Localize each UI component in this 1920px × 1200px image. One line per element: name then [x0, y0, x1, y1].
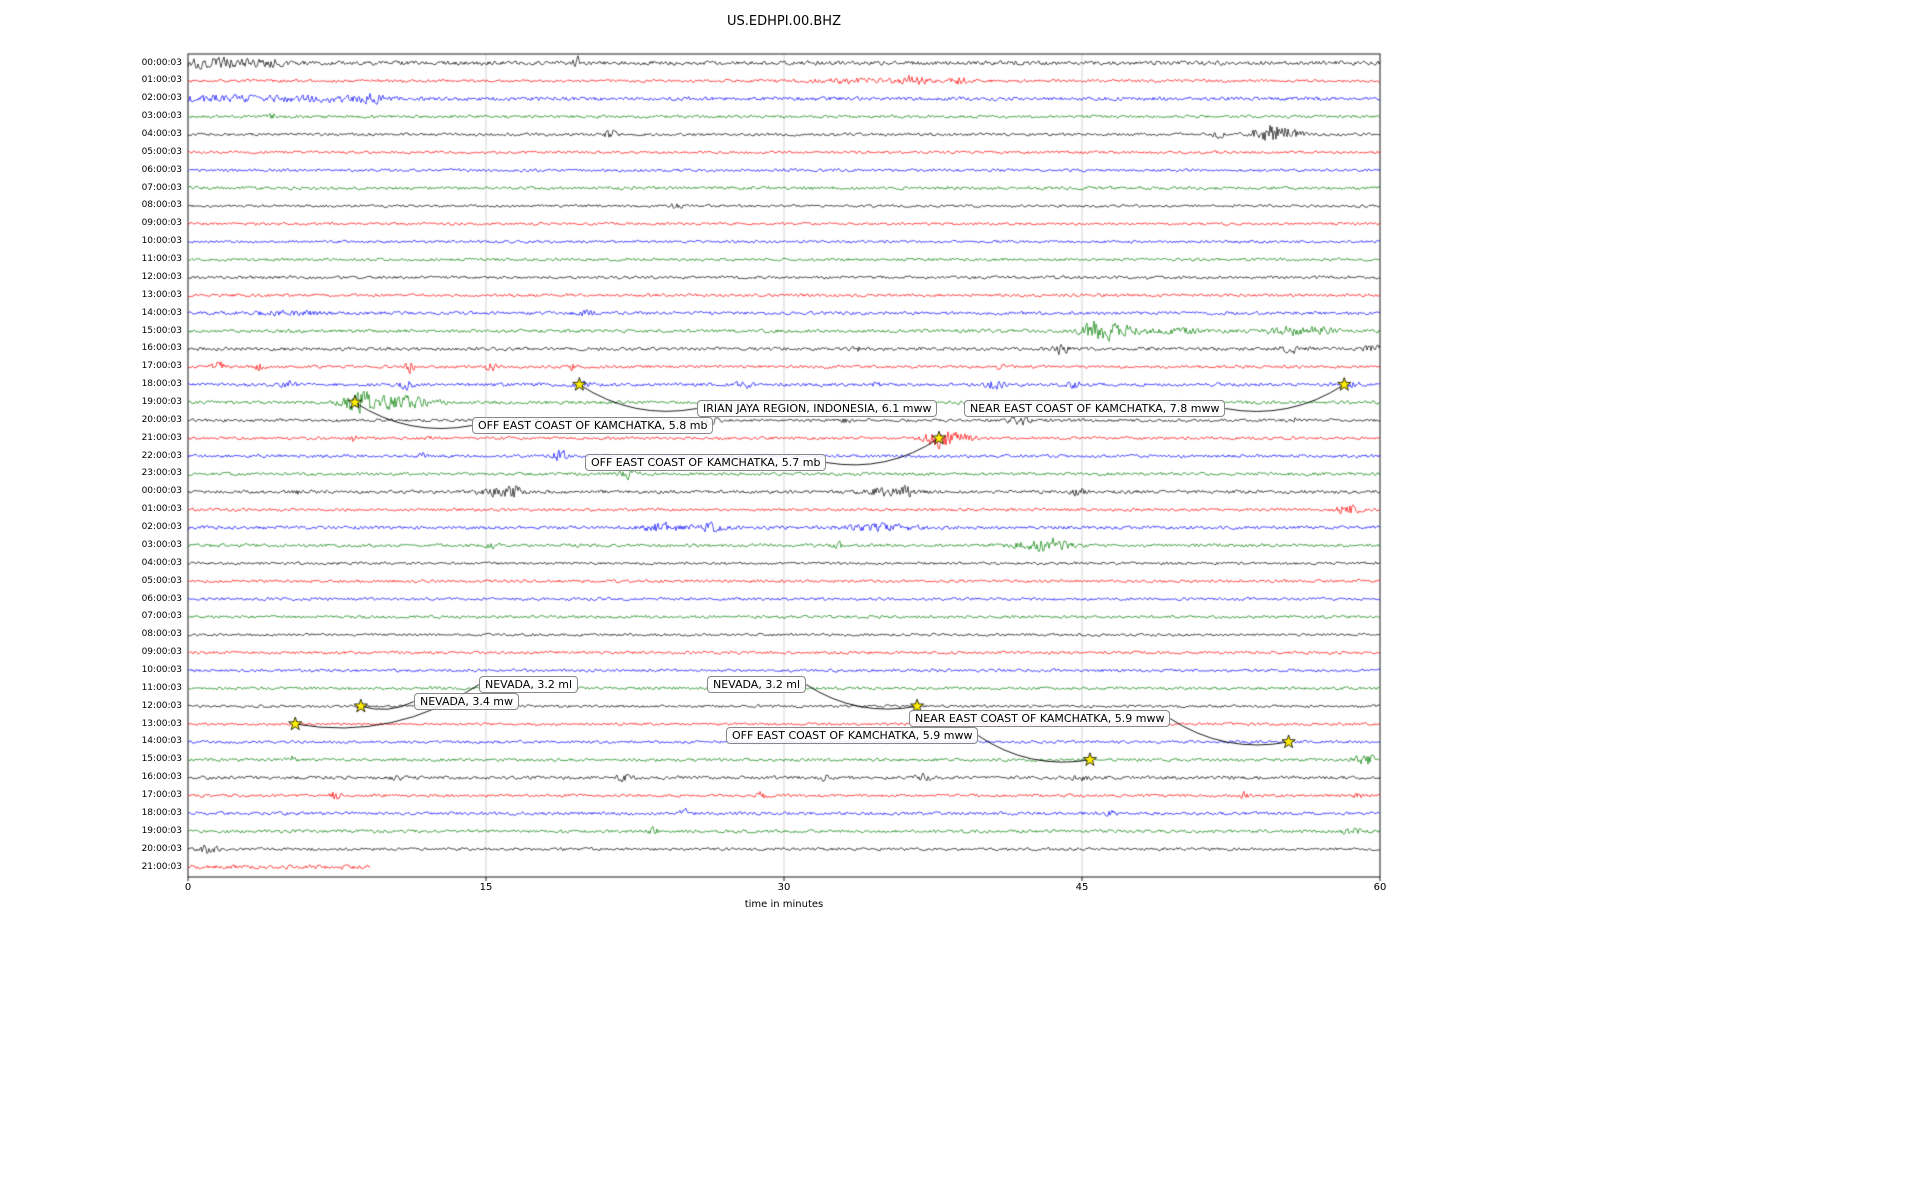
event-annotation: NEAR EAST COAST OF KAMCHATKA, 5.9 mww — [909, 710, 1171, 727]
trace-row-label: 17:00:03 — [141, 790, 182, 801]
trace-row-label: 04:00:03 — [141, 128, 182, 139]
trace-row-label: 07:00:03 — [141, 182, 182, 193]
trace-row-label: 12:00:03 — [141, 700, 182, 711]
trace-row-label: 19:00:03 — [141, 825, 182, 836]
trace-row-label: 14:00:03 — [141, 736, 182, 747]
trace-row-label: 17:00:03 — [141, 361, 182, 372]
trace-row-label: 16:00:03 — [141, 343, 182, 354]
trace-row-label: 11:00:03 — [141, 682, 182, 693]
trace-row-label: 19:00:03 — [141, 396, 182, 407]
trace-row-label: 00:00:03 — [141, 486, 182, 497]
trace-row-label: 08:00:03 — [141, 200, 182, 211]
trace-row-label: 10:00:03 — [141, 664, 182, 675]
trace-row-label: 21:00:03 — [141, 861, 182, 872]
event-annotation: NEVADA, 3.2 ml — [707, 676, 807, 693]
event-annotation: NEVADA, 3.2 ml — [479, 676, 579, 693]
trace-row-label: 05:00:03 — [141, 146, 182, 157]
event-annotation: IRIAN JAYA REGION, INDONESIA, 6.1 mww — [697, 400, 938, 417]
trace-row-label: 02:00:03 — [141, 522, 182, 533]
trace-row-label: 12:00:03 — [141, 271, 182, 282]
x-axis-label: time in minutes — [744, 899, 824, 910]
trace-row-label: 06:00:03 — [141, 164, 182, 175]
trace-row-label: 01:00:03 — [141, 75, 182, 86]
trace-row-label: 00:00:03 — [141, 57, 182, 68]
figure-title: US.EDHPI.00.BHZ — [727, 14, 841, 29]
trace-row-label: 04:00:03 — [141, 557, 182, 568]
trace-row-label: 15:00:03 — [141, 754, 182, 765]
trace-row-label: 14:00:03 — [141, 307, 182, 318]
trace-row-label: 20:00:03 — [141, 414, 182, 425]
event-annotation: OFF EAST COAST OF KAMCHATKA, 5.8 mb — [472, 417, 714, 434]
event-annotation: NEVADA, 3.4 mw — [414, 693, 520, 710]
trace-row-label: 03:00:03 — [141, 111, 182, 122]
trace-row-label: 20:00:03 — [141, 843, 182, 854]
trace-row-label: 09:00:03 — [141, 647, 182, 658]
x-tick-label: 45 — [1075, 882, 1089, 893]
trace-row-label: 08:00:03 — [141, 629, 182, 640]
trace-row-label: 18:00:03 — [141, 807, 182, 818]
trace-row-label: 05:00:03 — [141, 575, 182, 586]
trace-row-label: 07:00:03 — [141, 611, 182, 622]
trace-row-label: 13:00:03 — [141, 289, 182, 300]
x-tick-label: 0 — [184, 882, 192, 893]
trace-row-label: 10:00:03 — [141, 236, 182, 247]
trace-row-label: 18:00:03 — [141, 379, 182, 390]
trace-row-label: 16:00:03 — [141, 772, 182, 783]
trace-row-label: 13:00:03 — [141, 718, 182, 729]
trace-row-label: 21:00:03 — [141, 432, 182, 443]
trace-row-label: 03:00:03 — [141, 539, 182, 550]
trace-row-label: 15:00:03 — [141, 325, 182, 336]
x-tick-label: 15 — [479, 882, 493, 893]
trace-row-label: 11:00:03 — [141, 254, 182, 265]
trace-row-label: 09:00:03 — [141, 218, 182, 229]
x-tick-label: 30 — [777, 882, 791, 893]
event-annotation: NEAR EAST COAST OF KAMCHATKA, 7.8 mww — [964, 400, 1226, 417]
trace-row-label: 23:00:03 — [141, 468, 182, 479]
x-tick-label: 60 — [1373, 882, 1387, 893]
trace-row-label: 02:00:03 — [141, 93, 182, 104]
trace-row-label: 06:00:03 — [141, 593, 182, 604]
trace-row-label: 22:00:03 — [141, 450, 182, 461]
trace-row-label: 01:00:03 — [141, 504, 182, 515]
event-annotation: OFF EAST COAST OF KAMCHATKA, 5.7 mb — [585, 454, 827, 471]
event-annotation: OFF EAST COAST OF KAMCHATKA, 5.9 mww — [726, 727, 979, 744]
